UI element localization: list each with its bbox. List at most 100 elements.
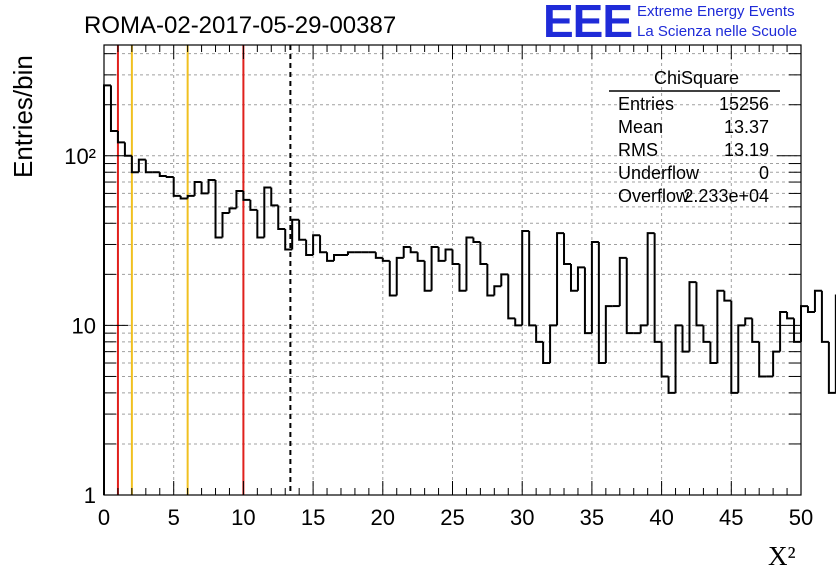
x-tick-label: 45: [719, 505, 743, 530]
histogram-bin: [820, 290, 829, 343]
histogram-bin: [333, 254, 341, 261]
histogram-bin: [646, 232, 655, 326]
histogram-bin: [737, 324, 746, 393]
x-tick-label: 10: [231, 505, 255, 530]
histogram-bin: [284, 229, 293, 251]
histogram-bin: [109, 85, 118, 133]
histogram-bin: [618, 256, 627, 307]
histogram-bin: [535, 325, 544, 343]
histogram-bin: [716, 289, 725, 364]
histogram-bin: [116, 131, 125, 144]
histogram-bin: [319, 235, 328, 254]
histogram-bin: [744, 317, 753, 326]
histogram-bin: [228, 207, 237, 213]
y-tick-label: 1: [84, 483, 96, 508]
stats-label: Mean: [618, 117, 663, 137]
histogram-bin: [514, 318, 523, 327]
histogram-bin: [193, 181, 202, 196]
histogram-bin: [702, 325, 711, 343]
histogram-bin: [723, 290, 732, 302]
histogram-bin: [165, 175, 174, 178]
histogram-bin: [437, 246, 446, 262]
histogram-bin: [103, 84, 111, 495]
histogram-bin: [277, 205, 286, 231]
stats-title: ChiSquare: [654, 68, 739, 88]
x-axis-label: X²: [768, 541, 796, 571]
histogram-bin: [144, 159, 153, 174]
histogram-bars: [103, 84, 836, 495]
histogram-bin: [549, 324, 558, 364]
histogram-bin: [346, 251, 355, 256]
histogram-bin: [458, 264, 467, 292]
histogram-bin: [423, 260, 432, 292]
histogram-bin: [563, 233, 571, 266]
histogram-bin: [395, 256, 404, 296]
histogram-bin: [758, 341, 767, 378]
histogram-bin: [779, 310, 788, 352]
histogram-bin: [221, 211, 230, 238]
eee-logo: EEE Extreme Energy Events La Scienza nel…: [541, 0, 833, 47]
histogram-bin: [381, 257, 390, 262]
x-tick-label: 25: [440, 505, 464, 530]
histogram-bin: [576, 266, 585, 291]
histogram-bin: [137, 158, 146, 173]
histogram-bin: [235, 190, 244, 209]
eee-logo-line1: Extreme Energy Events: [637, 3, 795, 20]
x-tick-label: 0: [98, 505, 110, 530]
histogram-bin: [542, 341, 551, 365]
histogram-bin: [772, 350, 781, 377]
histogram-bin: [695, 282, 704, 327]
histogram-bin: [521, 230, 530, 326]
histogram-bin: [486, 264, 495, 297]
histogram-bin: [326, 252, 335, 262]
histogram-bin: [263, 186, 272, 238]
histogram-bin: [312, 234, 321, 256]
histogram-bin: [179, 195, 188, 200]
histogram-bin: [123, 142, 132, 157]
eee-logo-letters: EEE: [543, 0, 633, 47]
histogram-bin: [528, 231, 537, 327]
histogram-bin: [507, 274, 516, 320]
histogram-bin: [444, 248, 453, 261]
histogram-bin: [207, 178, 216, 194]
histogram-bin: [604, 305, 613, 364]
histogram-bin: [256, 209, 265, 239]
histogram-bin: [556, 232, 565, 326]
histogram-bin: [214, 179, 223, 239]
histogram-bin: [590, 241, 599, 334]
histogram-bin: [625, 257, 634, 335]
y-tick-label: 10²: [64, 144, 96, 169]
histogram-bin: [569, 264, 578, 292]
histogram-bin: [653, 233, 662, 343]
stats-value: 0: [759, 163, 769, 183]
histogram-bin: [172, 176, 181, 197]
histogram-bin: [660, 341, 669, 378]
vertical-marker-lines: [116, 45, 292, 495]
histogram-bin: [479, 242, 488, 266]
stats-value: 13.37: [724, 117, 769, 137]
stats-label: Overflow: [618, 186, 690, 206]
x-tick-label: 15: [301, 505, 325, 530]
histogram-bin: [374, 252, 383, 259]
histogram-bin: [158, 172, 167, 178]
histogram-bin: [688, 281, 697, 352]
histogram-bin: [472, 237, 481, 244]
grid-lines: [104, 45, 801, 495]
histogram-bin: [674, 324, 683, 393]
histogram-bin: [270, 187, 279, 207]
histogram-bin: [786, 311, 795, 320]
histogram-bin: [709, 341, 718, 365]
histogram-bin: [493, 285, 502, 296]
histogram-bin: [597, 242, 606, 365]
x-tick-label: 30: [510, 505, 534, 530]
stats-label: Underflow: [618, 163, 700, 183]
histogram-bin: [200, 182, 209, 195]
histogram-bin: [500, 273, 509, 287]
histogram-bin: [793, 318, 801, 343]
histogram-bin: [639, 324, 648, 334]
stats-label: Entries: [618, 94, 674, 114]
histogram-bin: [305, 239, 314, 257]
y-axis-label: Entries/bin: [8, 55, 38, 178]
stats-label: RMS: [618, 140, 658, 160]
